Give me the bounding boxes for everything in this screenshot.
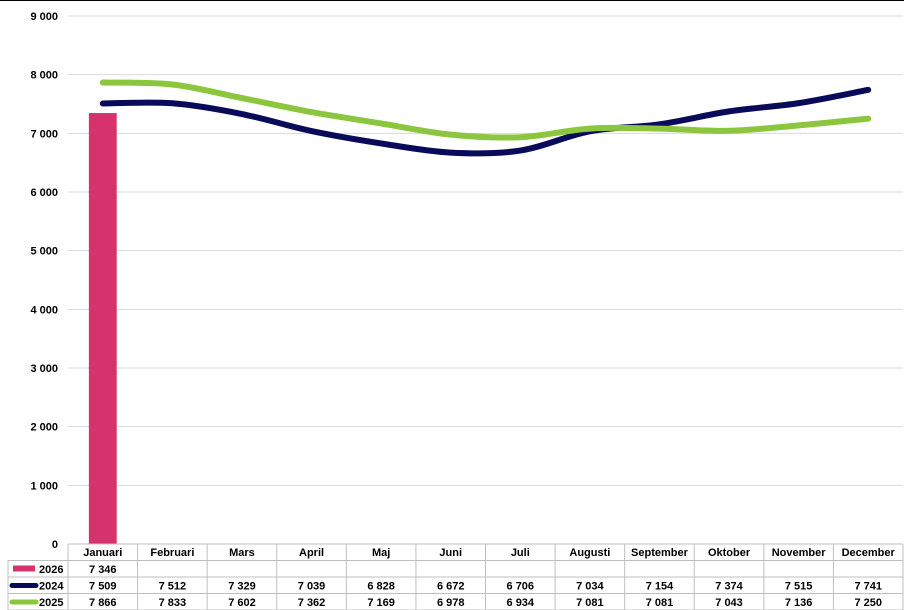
data-cell: 7 509 xyxy=(89,581,117,593)
data-cell: 7 039 xyxy=(298,581,326,593)
legend-label-2024: 2024 xyxy=(39,581,64,593)
x-category-label: Maj xyxy=(372,547,390,559)
data-cell: 7 362 xyxy=(298,597,326,609)
x-category-label: Mars xyxy=(229,547,255,559)
y-tick-label: 0 xyxy=(52,539,58,551)
x-category-label: April xyxy=(299,547,324,559)
data-cell: 7 515 xyxy=(785,581,813,593)
y-tick-label: 5 000 xyxy=(30,246,58,258)
y-tick-label: 2 000 xyxy=(30,422,58,434)
data-cell: 7 034 xyxy=(576,581,604,593)
data-cell: 7 043 xyxy=(715,597,743,609)
data-cell: 7 081 xyxy=(576,597,604,609)
data-cell: 7 374 xyxy=(715,581,743,593)
top-border xyxy=(0,0,904,1)
y-tick-label: 7 000 xyxy=(30,128,58,140)
data-cell: 6 828 xyxy=(367,581,395,593)
x-category-label: Oktober xyxy=(708,547,751,559)
y-tick-label: 1 000 xyxy=(30,480,58,492)
x-category-label: Augusti xyxy=(569,547,610,559)
data-cell: 6 934 xyxy=(507,597,535,609)
x-category-label: Juli xyxy=(511,547,530,559)
legend-label-2025: 2025 xyxy=(39,597,63,609)
data-cell: 7 833 xyxy=(159,597,187,609)
y-tick-label: 6 000 xyxy=(30,187,58,199)
x-category-label: Juni xyxy=(439,547,462,559)
data-cell: 7 346 xyxy=(89,564,117,576)
data-cell: 7 169 xyxy=(367,597,395,609)
data-cell: 6 978 xyxy=(437,597,465,609)
legend-key-2026 xyxy=(13,565,35,572)
x-category-label: Januari xyxy=(83,547,122,559)
data-cell: 7 602 xyxy=(228,597,256,609)
y-tick-label: 9 000 xyxy=(30,11,58,23)
data-cell: 7 250 xyxy=(854,597,882,609)
data-cell: 7 154 xyxy=(646,581,674,593)
legend-label-2026: 2026 xyxy=(39,564,63,576)
x-category-label: December xyxy=(842,547,896,559)
series-line-2025 xyxy=(99,79,872,141)
x-category-label: November xyxy=(772,547,827,559)
data-cell: 7 866 xyxy=(89,597,117,609)
data-cell: 7 081 xyxy=(646,597,674,609)
x-category-label: September xyxy=(631,547,689,559)
series-line-2024 xyxy=(99,86,872,157)
y-tick-label: 3 000 xyxy=(30,363,58,375)
data-cell: 7 136 xyxy=(785,597,813,609)
y-tick-label: 8 000 xyxy=(30,70,58,82)
data-cell: 7 329 xyxy=(228,581,256,593)
data-cell: 7 741 xyxy=(854,581,882,593)
bar-2026 xyxy=(88,113,117,544)
y-tick-label: 4 000 xyxy=(30,304,58,316)
data-cell: 7 512 xyxy=(159,581,187,593)
data-cell: 6 672 xyxy=(437,581,465,593)
x-category-label: Februari xyxy=(150,547,194,559)
data-cell: 6 706 xyxy=(507,581,535,593)
